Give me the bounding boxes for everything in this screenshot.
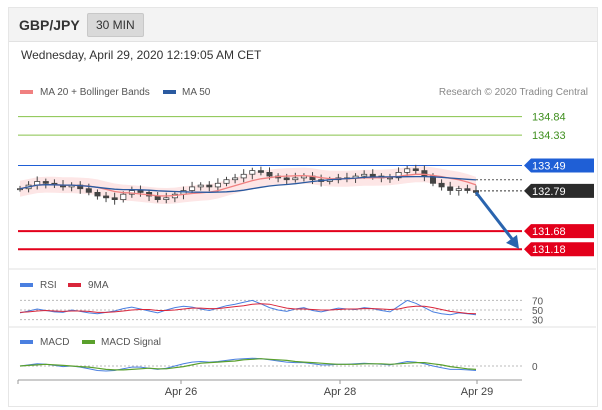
macd-line <box>19 357 477 372</box>
research-credit: Research © 2020 Trading Central <box>439 87 588 98</box>
macd-legend-label: MACD <box>40 337 69 348</box>
rsi-legend-swatch <box>20 283 33 287</box>
candle-body <box>447 186 454 191</box>
macd-signal-line <box>19 358 477 371</box>
rsi-ma-legend-label: 9MA <box>88 280 109 291</box>
chart-header: GBP/JPY 30 MIN <box>9 8 597 42</box>
forecast-arrow-shaft <box>474 191 514 240</box>
candle-body <box>386 177 393 180</box>
ma50-line <box>19 175 477 193</box>
candle-body <box>85 188 92 193</box>
chart-widget: GBP/JPY 30 MIN Wednesday, April 29, 2020… <box>8 7 598 407</box>
x-axis-tick-label: Apr 26 <box>165 386 197 398</box>
resistance-level-tag <box>524 158 594 173</box>
rsi-tick-label: 50 <box>532 306 544 317</box>
candle-body <box>137 190 144 193</box>
candle-body <box>223 179 230 184</box>
candle-body <box>257 170 264 173</box>
ma50-legend-label: MA 50 <box>182 87 211 98</box>
rsi-legend-label: RSI <box>40 280 57 291</box>
rsi-tick-label: 70 <box>532 296 544 307</box>
candle-body <box>103 195 110 199</box>
current-price-label: 132.79 <box>532 186 566 198</box>
candle-body <box>438 182 445 188</box>
candle-body <box>292 177 299 181</box>
macd-signal-legend-label: MACD Signal <box>101 337 161 348</box>
candle-body <box>421 170 428 177</box>
candle-body <box>189 186 196 191</box>
support-level-label: 131.68 <box>532 226 566 238</box>
current-price-tag <box>524 183 594 198</box>
macd-legend-swatch <box>20 340 33 344</box>
candle-body <box>464 188 471 191</box>
forecast-arrow-head <box>506 234 519 249</box>
candle-body <box>42 181 49 184</box>
candle-body <box>404 168 411 173</box>
ma20-legend-swatch <box>20 90 33 94</box>
candle-body <box>429 175 436 184</box>
candle-body <box>395 171 402 179</box>
candle-body <box>111 197 118 201</box>
ma20-legend-label: MA 20 + Bollinger Bands <box>40 87 150 98</box>
timeframe-badge[interactable]: 30 MIN <box>87 13 144 37</box>
candle-body <box>361 173 368 177</box>
rsi-tick-label: 30 <box>532 316 544 327</box>
macd-tick-label: 0 <box>532 362 538 373</box>
candle-body <box>240 173 247 179</box>
rsi-ma-line <box>19 303 477 315</box>
x-axis-tick-label: Apr 29 <box>461 386 493 398</box>
rsi-line <box>19 299 477 316</box>
rsi-ma-legend-swatch <box>68 283 81 287</box>
candle-body <box>249 170 256 175</box>
macd-signal-legend-swatch <box>82 340 95 344</box>
resistance-level-label: 133.49 <box>532 161 566 173</box>
target-level-label: 134.33 <box>532 130 566 142</box>
candle-body <box>163 197 170 201</box>
candle-body <box>232 177 239 181</box>
candle-body <box>206 184 213 188</box>
candle-body <box>412 168 419 172</box>
candle-body <box>120 193 127 200</box>
currency-pair-title: GBP/JPY <box>19 17 80 33</box>
ma50-legend-swatch <box>163 90 176 94</box>
target-level-label: 134.84 <box>532 112 566 124</box>
candle-body <box>197 184 204 188</box>
candle-body <box>214 182 221 188</box>
timestamp: Wednesday, April 29, 2020 12:19:05 AM CE… <box>21 48 262 62</box>
candle-body <box>94 191 101 197</box>
candle-body <box>472 190 479 193</box>
support-level-tag <box>524 242 594 257</box>
x-axis-tick-label: Apr 28 <box>324 386 356 398</box>
candle-body <box>266 171 273 177</box>
candle-body <box>455 188 462 191</box>
candle-body <box>369 173 376 177</box>
support-level-label: 131.18 <box>532 244 566 256</box>
candle-body <box>283 177 290 181</box>
support-level-tag <box>524 224 594 239</box>
candle-body <box>154 195 161 200</box>
